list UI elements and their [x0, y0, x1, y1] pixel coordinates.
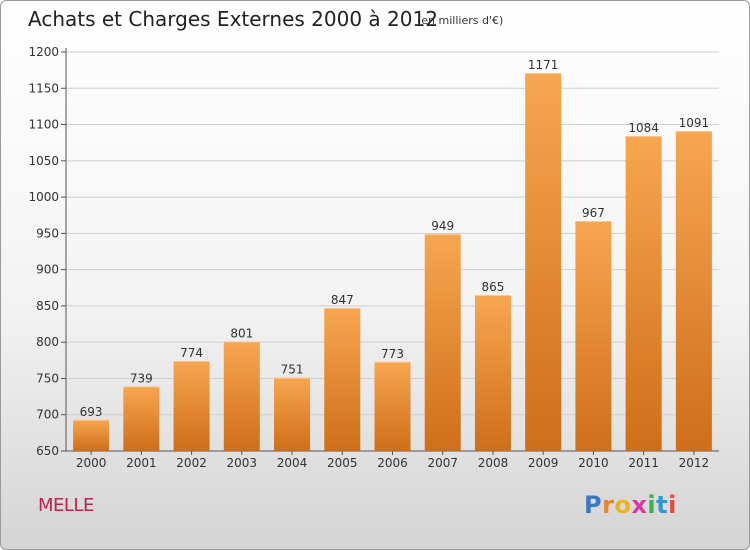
x-tick-label-2002: 2002 — [176, 456, 207, 470]
x-tick-label-2007: 2007 — [427, 456, 458, 470]
bar-2001 — [123, 386, 160, 451]
logo-letter: t — [656, 491, 669, 519]
chart-subtitle: (en milliers d'€) — [417, 14, 504, 27]
x-tick-label-2011: 2011 — [628, 456, 659, 470]
bar-2004 — [274, 377, 311, 451]
x-tick-label-2000: 2000 — [76, 456, 107, 470]
y-tick-label: 650 — [36, 444, 59, 458]
y-tick-label: 750 — [36, 371, 59, 385]
y-tick-label: 700 — [36, 408, 59, 422]
data-label-2007: 949 — [431, 219, 454, 233]
data-label-2004: 751 — [281, 363, 304, 377]
bar-2007 — [424, 234, 461, 451]
y-tick-label: 1150 — [28, 81, 59, 95]
data-label-2008: 865 — [482, 280, 505, 294]
bar-2008 — [474, 295, 511, 451]
chart-title: Achats et Charges Externes 2000 à 2012 — [28, 7, 438, 31]
y-tick-label: 950 — [36, 226, 59, 240]
y-tick-label: 1100 — [28, 118, 59, 132]
x-tick-label-2006: 2006 — [377, 456, 408, 470]
logo-letter: i — [647, 491, 657, 519]
x-tick-label-2009: 2009 — [528, 456, 559, 470]
data-label-2009: 1171 — [528, 58, 559, 72]
logo-letter: x — [631, 491, 648, 519]
commune-name: MELLE — [38, 495, 94, 516]
x-tick-label-2012: 2012 — [679, 456, 710, 470]
x-tick-label-2005: 2005 — [327, 456, 358, 470]
y-tick-label: 900 — [36, 263, 59, 277]
x-tick-label-2008: 2008 — [478, 456, 509, 470]
y-tick-label: 850 — [36, 299, 59, 313]
data-label-2011: 1084 — [628, 121, 659, 135]
data-label-2000: 693 — [80, 405, 103, 419]
y-tick-label: 800 — [36, 335, 59, 349]
y-tick-label: 1050 — [28, 154, 59, 168]
proxiti-logo: Proxiti — [584, 491, 677, 519]
bars — [73, 73, 712, 452]
bar-2012 — [675, 131, 712, 452]
x-tick-label-2003: 2003 — [227, 456, 258, 470]
data-label-2010: 967 — [582, 206, 605, 220]
bar-2000 — [73, 419, 110, 451]
x-tick-label-2001: 2001 — [126, 456, 157, 470]
y-tick-label: 1000 — [28, 190, 59, 204]
bar-2010 — [575, 221, 612, 451]
bar-2006 — [374, 361, 411, 451]
data-label-2002: 774 — [180, 346, 203, 360]
logo-letter: o — [614, 491, 632, 519]
bar-2002 — [173, 361, 210, 451]
data-label-2006: 773 — [381, 347, 404, 361]
logo-letter: r — [602, 491, 615, 519]
bar-2011 — [625, 136, 662, 452]
x-tick-label-2004: 2004 — [277, 456, 308, 470]
logo-letter: i — [668, 491, 677, 519]
tick-labels: 650 700 750 800 850 900 950 1000 1050 1100 1150 120… — [28, 45, 709, 470]
data-labels: 693 739 774 801 751 847 773 949 865 1171 967 1084 10… — [80, 58, 709, 419]
x-tick-label-2010: 2010 — [578, 456, 609, 470]
data-label-2005: 847 — [331, 293, 354, 307]
bar-2003 — [223, 341, 260, 451]
bar-2005 — [324, 308, 361, 451]
logo-letter: P — [584, 491, 603, 519]
y-tick-label: 1200 — [28, 45, 59, 59]
data-label-2012: 1091 — [679, 116, 710, 130]
data-label-2001: 739 — [130, 371, 153, 385]
data-label-2003: 801 — [230, 326, 253, 340]
bar-2009 — [525, 73, 562, 452]
